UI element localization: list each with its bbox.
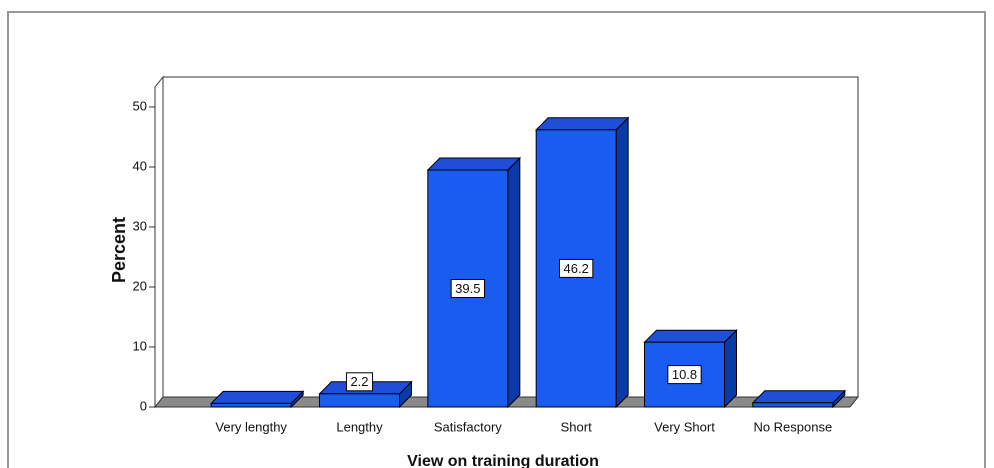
value-label: 2.2 bbox=[350, 374, 368, 389]
bar bbox=[752, 402, 834, 408]
y-axis-title: Percent bbox=[109, 217, 129, 283]
bar bbox=[319, 393, 400, 408]
bar-side bbox=[507, 156, 521, 409]
x-tick-label: Short bbox=[561, 419, 592, 434]
bar-top bbox=[643, 329, 738, 343]
bar-top bbox=[209, 390, 305, 404]
x-tick-label: No Response bbox=[753, 419, 832, 434]
x-tick-label: Satisfactory bbox=[434, 419, 502, 434]
value-label-box bbox=[450, 279, 485, 298]
y-tick-label: 0 bbox=[140, 398, 147, 413]
bar-top bbox=[426, 157, 522, 171]
side-wall bbox=[154, 75, 164, 409]
x-tick-label: Very Short bbox=[654, 419, 715, 434]
y-tick-label: 30 bbox=[133, 218, 147, 233]
bar-top bbox=[751, 390, 847, 404]
value-label: 46.2 bbox=[564, 261, 589, 276]
bar bbox=[210, 402, 292, 408]
value-label-box bbox=[345, 372, 374, 392]
y-tick-label: 40 bbox=[133, 158, 147, 173]
x-axis-title: View on training duration bbox=[407, 453, 599, 468]
x-tick-label: Lengthy bbox=[336, 419, 383, 434]
bar-top bbox=[534, 117, 630, 131]
bar-side bbox=[615, 116, 629, 409]
y-tick-label: 20 bbox=[133, 278, 147, 293]
value-label: 10.8 bbox=[672, 367, 697, 382]
value-label-box bbox=[667, 365, 702, 385]
bar-side bbox=[724, 328, 737, 409]
y-tick-label: 10 bbox=[133, 338, 147, 353]
x-tick-label: Very lengthy bbox=[215, 419, 287, 434]
y-tick-label: 50 bbox=[133, 98, 147, 113]
value-label-box bbox=[559, 258, 594, 278]
value-label: 39.5 bbox=[455, 281, 480, 296]
